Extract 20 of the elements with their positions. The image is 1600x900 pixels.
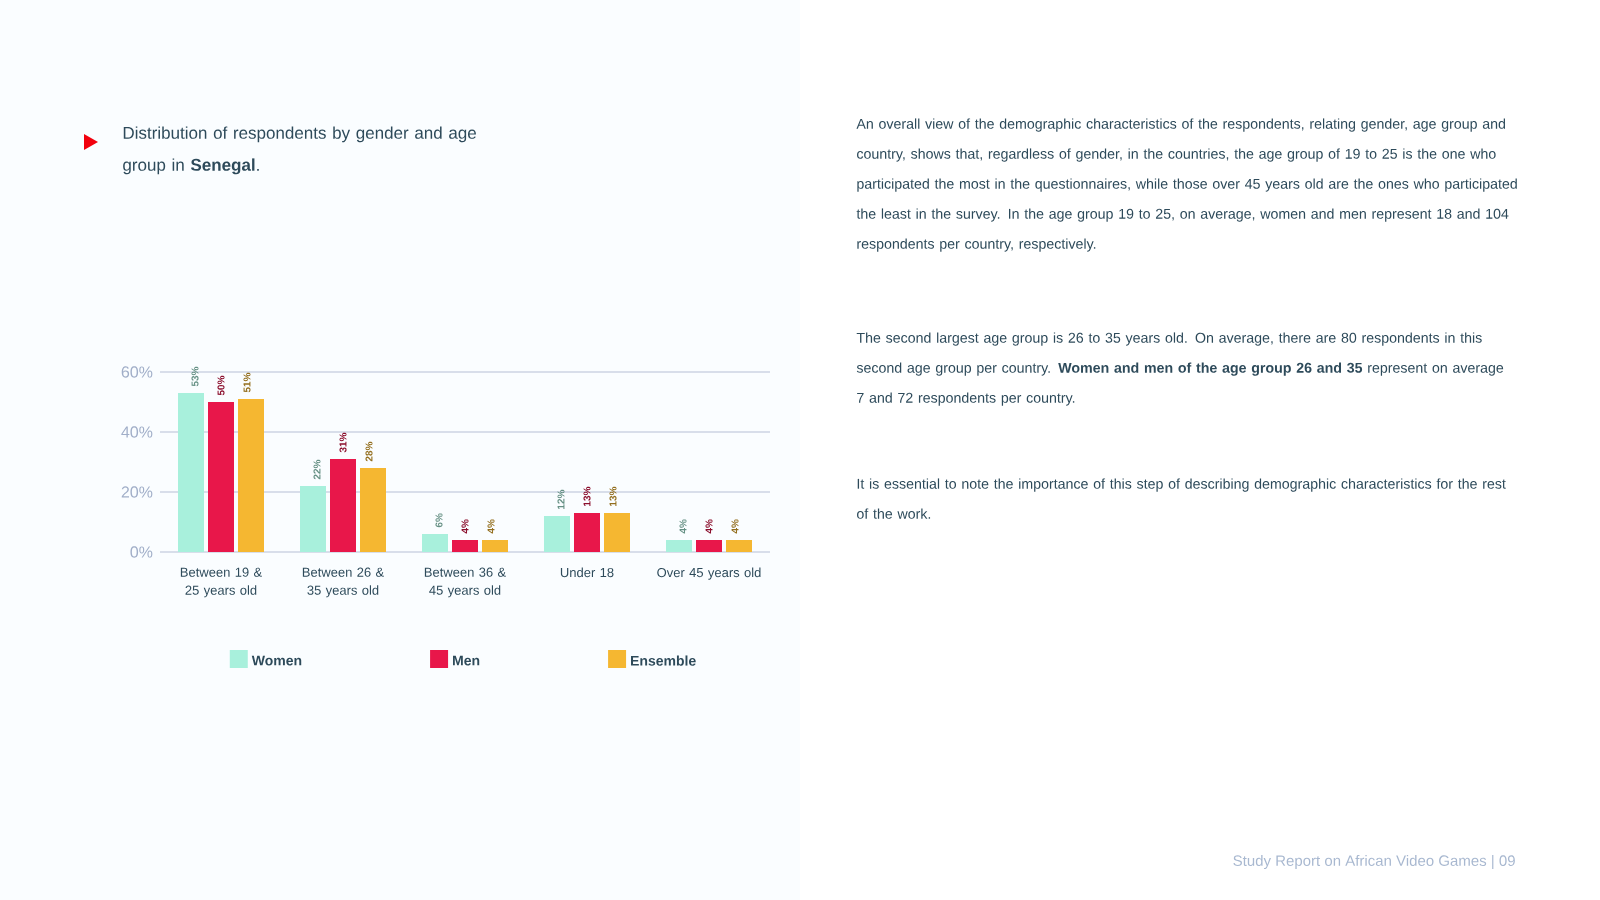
bar [452, 540, 478, 552]
bar [725, 540, 752, 552]
bar [178, 393, 205, 552]
bar [330, 459, 356, 552]
bar [666, 540, 692, 552]
bar [238, 399, 264, 552]
bar [422, 534, 448, 552]
bar [696, 540, 722, 552]
y-tick-label: 40% [121, 426, 153, 438]
y-tick-label: 60% [121, 366, 153, 378]
bar [360, 468, 386, 552]
bar [482, 540, 508, 552]
bar [208, 402, 234, 552]
bar [544, 516, 570, 552]
bar [300, 486, 326, 552]
chart-title: Distribution of respondents by gender and age group in Senegal. [123, 126, 476, 175]
y-tick-label: 20% [121, 486, 153, 498]
bar [574, 513, 600, 552]
y-tick-label: 0% [130, 546, 153, 558]
bar [604, 513, 630, 552]
